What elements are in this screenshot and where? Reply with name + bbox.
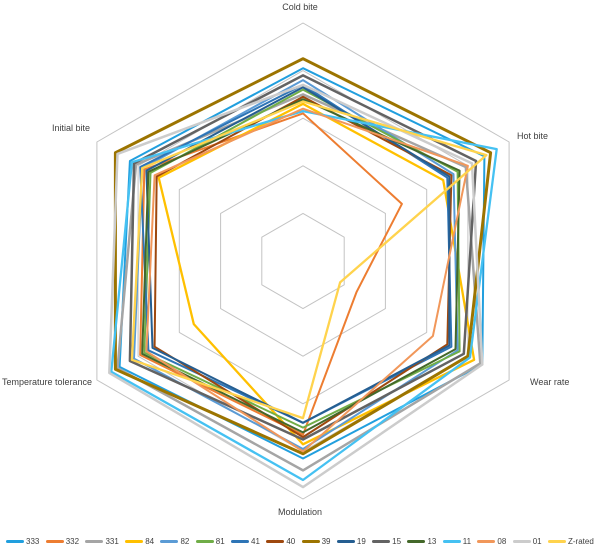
series-11 [110,109,498,482]
legend-swatch-icon [442,539,461,543]
series-331 [116,93,482,472]
series-Z-rated [130,100,488,420]
series-13 [141,98,461,434]
legend-swatch-icon [85,539,104,543]
legend-label: 19 [356,536,366,546]
axis-label-modulation: Modulation [277,507,323,517]
axis-label-cold-bite: Cold bite [282,2,318,12]
legend-item-82: 82 [160,537,189,546]
axis-label-wear-rate: Wear rate [530,377,570,387]
grid-ring [178,117,428,405]
series-40 [153,95,453,439]
legend-label: 41 [251,536,260,546]
legend-item-81: 81 [195,536,225,546]
legend-item-40: 40 [266,537,295,546]
legend-item-01: 01 [512,536,542,546]
legend-label: 331 [105,536,119,546]
legend-label: 39 [321,536,331,546]
legend-item-08: 08 [477,537,506,546]
series-332 [139,112,403,436]
legend-swatch-icon [231,539,250,543]
legend-item-39: 39 [301,536,331,546]
legend-item-333: 333 [6,537,39,546]
legend-label: 11 [462,536,472,546]
axis-label-initial-bite: Initial bite [51,123,90,133]
series-08 [145,107,469,453]
legend-swatch-icon [336,539,355,543]
legend-label: 333 [26,536,40,546]
series-15 [128,74,478,441]
legend-label: 13 [427,536,437,546]
legend-item-11: 11 [442,536,472,546]
legend-label: 81 [215,536,225,546]
grid-ring [261,212,345,310]
legend-swatch-icon [512,539,531,543]
legend-swatch-icon [195,539,214,543]
legend-swatch-icon [547,539,566,543]
legend-label: 08 [497,536,507,546]
grid-ring [96,22,510,500]
legend-item-13: 13 [407,537,436,546]
legend-label: 01 [532,536,542,546]
legend: 333 332 331 84 82 81 41 40 39 19 15 13 11 08 01 Z-rated [6,534,594,548]
legend-swatch-icon [301,539,320,543]
legend-label: 332 [65,536,80,546]
legend-swatch-icon [372,539,391,543]
legend-item-84: 84 [125,537,154,546]
series-19 [145,86,451,424]
axis-label-temperature-tolerance: Temperature tolerance [2,377,93,387]
legend-swatch-icon [266,539,285,543]
series-39 [113,57,493,456]
legend-swatch-icon [160,539,179,543]
legend-item-19: 19 [336,536,366,546]
legend-item-Z-rated: Z-rated [547,536,594,546]
series-01 [108,83,484,489]
legend-swatch-icon [407,539,426,543]
legend-item-331: 331 [85,536,119,546]
grid-ring [220,165,386,357]
legend-item-15: 15 [372,537,401,546]
legend-label: 15 [392,536,402,546]
legend-swatch-icon [477,539,496,543]
legend-swatch-icon [45,539,64,543]
legend-label: 84 [145,536,155,546]
legend-swatch-icon [6,539,24,543]
series-84 [157,102,476,446]
legend-label: 40 [286,536,296,546]
legend-label: 82 [180,536,190,546]
series-81 [143,88,461,429]
legend-label: Z-rated [567,536,594,546]
legend-item-41: 41 [231,537,260,546]
axis-label-hot-bite: Hot bite [517,131,549,141]
legend-swatch-icon [125,539,144,543]
legend-item-332: 332 [45,536,80,546]
